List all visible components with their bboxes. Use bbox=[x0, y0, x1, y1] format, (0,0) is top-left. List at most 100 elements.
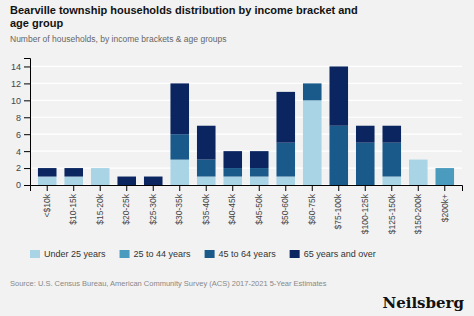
bars bbox=[38, 66, 454, 185]
x-tick-label: $15-20k bbox=[95, 193, 105, 224]
bar-segment bbox=[91, 168, 110, 169]
grid-line bbox=[30, 83, 462, 84]
x-tick: <$10k bbox=[42, 185, 52, 217]
x-tick: $15-20k bbox=[95, 185, 105, 225]
y-tick-mark bbox=[24, 117, 30, 118]
y-tick: 12 bbox=[11, 79, 30, 89]
bar-segment bbox=[303, 100, 322, 185]
legend-swatch bbox=[205, 250, 215, 258]
bar-segment bbox=[223, 168, 242, 176]
x-tick-mark bbox=[365, 185, 366, 191]
grid-line bbox=[30, 117, 462, 118]
y-tick-label: 10 bbox=[11, 96, 21, 106]
x-tick-label: $40-45k bbox=[227, 193, 237, 224]
x-tick-label: <$10k bbox=[42, 193, 52, 217]
legend-label: 45 to 64 years bbox=[219, 249, 277, 259]
y-tick-label: 12 bbox=[11, 79, 21, 89]
x-tick-label: $125-150k bbox=[386, 193, 396, 234]
x-tick: $25-30k bbox=[148, 185, 158, 225]
legend-item: 65 years and over bbox=[290, 249, 376, 259]
x-tick: $40-45k bbox=[227, 185, 237, 225]
y-tick: 2 bbox=[16, 163, 30, 173]
bar-segment bbox=[435, 168, 454, 185]
x-tick-label: $100-125k bbox=[360, 193, 370, 234]
x-tick-mark bbox=[418, 185, 419, 191]
x-tick: $45-50k bbox=[254, 185, 264, 225]
x-tick-mark bbox=[179, 185, 180, 191]
y-tick-label: 0 bbox=[16, 180, 21, 190]
x-tick: $125-150k bbox=[386, 185, 396, 234]
bar-segment bbox=[276, 92, 295, 143]
background bbox=[0, 0, 474, 316]
series bbox=[170, 83, 401, 185]
x-tick: $20-25k bbox=[121, 185, 131, 225]
x-tick-label: $150-200k bbox=[413, 193, 423, 234]
source: Source: U.S. Census Bureau, American Com… bbox=[10, 279, 327, 288]
bar-segment bbox=[409, 159, 428, 160]
x-tick-label: $20-25k bbox=[121, 193, 131, 224]
x-tick-label: $45-50k bbox=[254, 193, 264, 224]
y-axis: 02468101214 bbox=[11, 59, 31, 191]
bar-segment bbox=[303, 83, 322, 100]
x-tick: $150-200k bbox=[413, 185, 423, 234]
legend-swatch bbox=[120, 250, 130, 258]
bar-segment bbox=[435, 168, 454, 169]
y-tick-mark bbox=[24, 134, 30, 135]
y-axis-line bbox=[24, 59, 31, 186]
bar-segment bbox=[409, 160, 428, 185]
bar-segment bbox=[250, 177, 269, 185]
bar-segment bbox=[223, 177, 242, 185]
x-tick-label: $75-100k bbox=[333, 193, 343, 229]
bar-segment bbox=[382, 177, 401, 185]
x-tick-mark bbox=[126, 185, 127, 191]
x-tick-label: $60-75k bbox=[307, 193, 317, 224]
bar-segment bbox=[382, 143, 401, 177]
series bbox=[38, 100, 428, 185]
y-tick-label: 8 bbox=[16, 113, 21, 123]
x-tick: $50-60k bbox=[280, 185, 290, 225]
bar-segment bbox=[38, 177, 57, 185]
series bbox=[435, 168, 454, 185]
annotation: Neilsberg bbox=[382, 294, 464, 312]
legend-label: Under 25 years bbox=[44, 249, 106, 259]
grid bbox=[30, 66, 462, 185]
y-tick-mark bbox=[24, 100, 30, 101]
bar-segment bbox=[91, 168, 110, 169]
x-tick: $10-15k bbox=[68, 185, 78, 225]
legend-swatch bbox=[290, 250, 300, 258]
grid-line bbox=[30, 100, 462, 101]
y-tick-label: 14 bbox=[11, 62, 21, 72]
x-tick-mark bbox=[285, 185, 286, 191]
y-tick: 8 bbox=[16, 113, 30, 123]
plot: 02468101214<$10k$10-15k$15-20k$20-25k$25… bbox=[11, 59, 463, 235]
series bbox=[38, 66, 401, 185]
bar-segment bbox=[38, 168, 57, 176]
x-tick-mark bbox=[444, 185, 445, 191]
x-tick-mark bbox=[206, 185, 207, 191]
bar-segment bbox=[435, 168, 454, 169]
bar-segment bbox=[170, 134, 189, 159]
subtitle: Number of households, by income brackets… bbox=[10, 34, 226, 44]
bar-segment bbox=[91, 168, 110, 169]
bar-segment bbox=[197, 126, 216, 160]
legend-item: 45 to 64 years bbox=[205, 249, 277, 259]
y-tick-mark bbox=[24, 185, 30, 186]
y-tick-label: 6 bbox=[16, 130, 21, 140]
title: Bearville township households distributi… bbox=[10, 4, 358, 29]
y-tick: 6 bbox=[16, 130, 30, 140]
bar-segment bbox=[356, 143, 375, 185]
bar-segment bbox=[276, 143, 295, 177]
bar-segment bbox=[170, 83, 189, 134]
x-tick-label: $30-35k bbox=[174, 193, 184, 224]
bar-segment bbox=[91, 168, 110, 185]
x-axis: <$10k $10-15k $15-20k $20-25k $25-30k $30-35k… bbox=[31, 185, 463, 234]
x-tick: $75-100k bbox=[333, 185, 343, 229]
bar-segment bbox=[64, 168, 83, 176]
legend-item: 25 to 44 years bbox=[120, 249, 192, 259]
x-tick-mark bbox=[73, 185, 74, 191]
x-tick-mark bbox=[100, 185, 101, 191]
x-tick-mark bbox=[259, 185, 260, 191]
bar-segment bbox=[409, 159, 428, 160]
bar-segment bbox=[170, 160, 189, 185]
x-tick-label: $50-60k bbox=[280, 193, 290, 224]
